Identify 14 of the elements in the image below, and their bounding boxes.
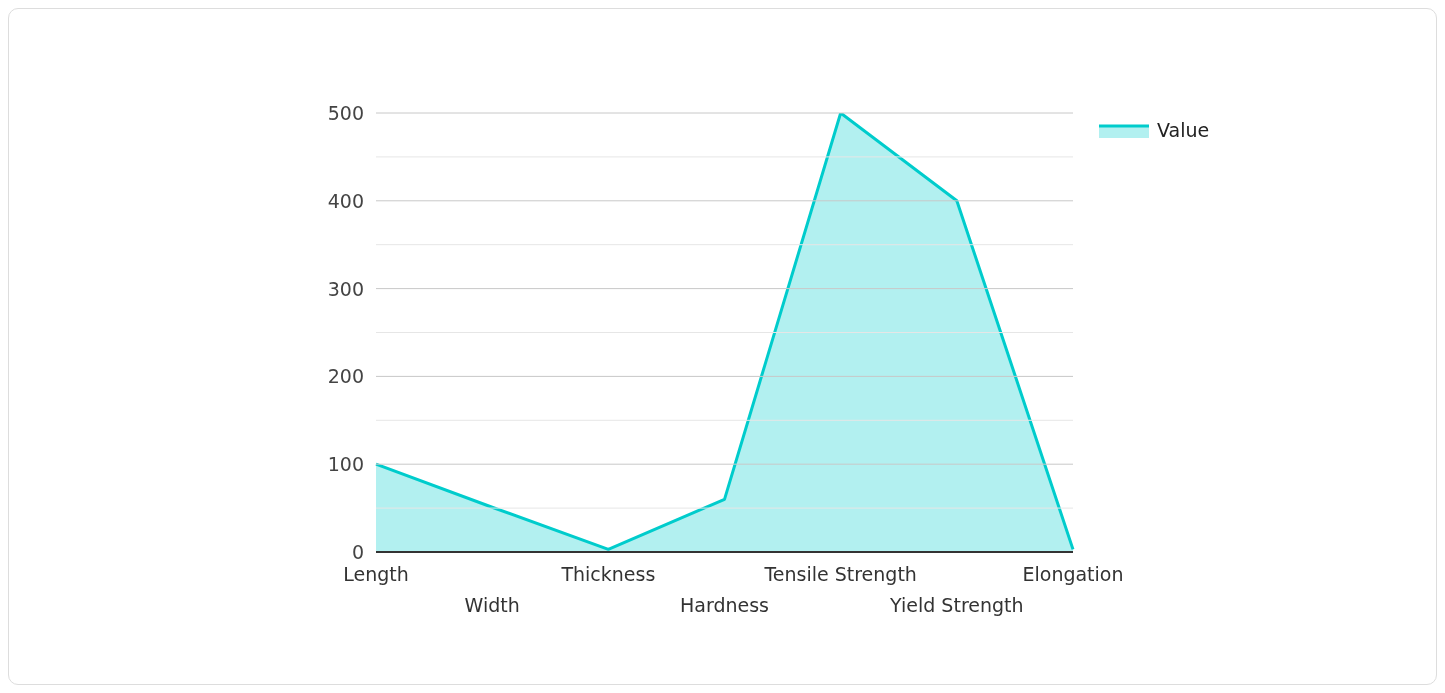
y-tick-label: 500 [327,102,364,124]
x-tick-label: Tensile Strength [763,563,917,585]
legend-label: Value [1156,119,1210,141]
y-tick-label: 200 [327,365,364,388]
x-tick-label: Length [343,563,409,585]
y-tick-label: 100 [327,453,364,476]
y-tick-label: 300 [327,277,364,300]
y-tick-label: 0 [351,541,364,563]
y-tick-label: 400 [327,189,364,212]
x-tick-label: Width [464,594,520,616]
x-tick-label: Yield Strength [889,594,1024,616]
x-tick-label: Elongation [1022,563,1124,585]
x-tick-label: Thickness [560,563,656,585]
x-tick-label: Hardness [680,594,769,616]
